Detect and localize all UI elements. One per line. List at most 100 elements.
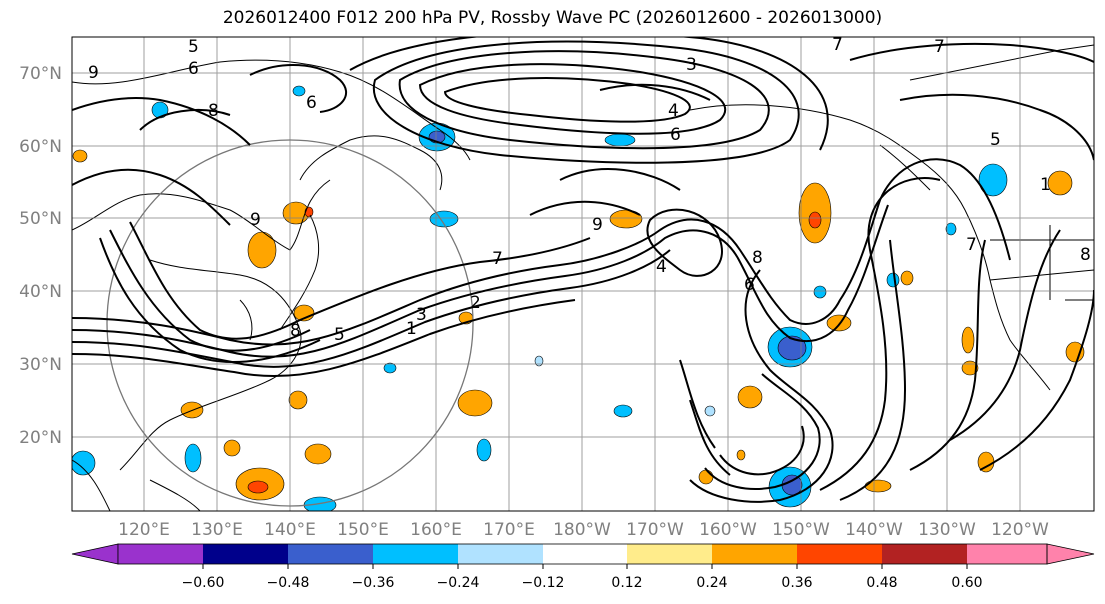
contour-label: 7 — [832, 35, 843, 55]
colorbar-tick-label: −0.24 — [437, 575, 480, 591]
coastlines — [72, 44, 1094, 511]
pc-anomaly-shading — [72, 85, 1085, 511]
contour-label: 3 — [686, 55, 697, 75]
contour-label: 6 — [188, 59, 199, 79]
anomaly-blob — [72, 149, 88, 163]
great-circle — [106, 139, 474, 507]
contour-label: 9 — [250, 210, 261, 230]
anomaly-blob — [288, 390, 308, 410]
lon-label: 160°W — [699, 520, 757, 540]
contour-label: 9 — [592, 215, 603, 235]
colorbar-tick-label: 0.48 — [866, 575, 897, 591]
contour-label: 8 — [208, 101, 219, 121]
contour-label: 6 — [670, 125, 681, 145]
colorbar-tick-label: −0.60 — [182, 575, 225, 591]
contour-label: 4 — [668, 101, 679, 121]
anomaly-blob — [978, 163, 1008, 197]
contour-label: 5 — [334, 325, 345, 345]
anomaly-blob — [304, 443, 332, 465]
colorbar-segment — [797, 544, 882, 564]
colorbar-segment — [203, 544, 288, 564]
contour-label: 3 — [416, 305, 427, 325]
contour-label: 8 — [290, 321, 301, 341]
contour-label: 8 — [752, 248, 763, 268]
anomaly-blob — [808, 211, 822, 229]
latitude-labels: 70°N 60°N 50°N 40°N 30°N 20°N — [19, 64, 62, 448]
colorbar-tick-label: 0.24 — [696, 575, 727, 591]
lat-label: 70°N — [19, 64, 62, 84]
contour-label: 2 — [470, 293, 481, 313]
lon-label: 180°W — [553, 520, 611, 540]
lon-label: 120°E — [118, 520, 170, 540]
anomaly-blob — [247, 231, 277, 269]
anomaly-blob — [737, 385, 763, 409]
anomaly-blob — [704, 405, 716, 417]
anomaly-blob — [781, 474, 803, 496]
anomaly-blob — [383, 362, 397, 374]
contour-label: 6 — [744, 275, 755, 295]
contour-label: 7 — [966, 235, 977, 255]
anomaly-blob — [900, 270, 914, 286]
lon-label: 170°E — [483, 520, 535, 540]
lat-label: 60°N — [19, 137, 62, 157]
colorbar-segment — [627, 544, 712, 564]
longitude-labels: 120°E 130°E 140°E 150°E 160°E 170°E 180°… — [118, 520, 1049, 540]
anomaly-blob — [184, 443, 202, 473]
map-border — [71, 36, 1095, 512]
contour-label: 5 — [990, 130, 1001, 150]
colorbar-segment — [712, 544, 797, 564]
contour-label: 7 — [492, 249, 503, 269]
colorbar-tick-label: 0.60 — [951, 575, 982, 591]
contour-label: 1 — [1040, 175, 1051, 195]
lon-label: 130°E — [191, 520, 243, 540]
colorbar-segment — [118, 544, 203, 564]
colorbar-tick-label: −0.12 — [522, 575, 565, 591]
anomaly-blob — [457, 389, 493, 417]
colorbar-segment — [967, 544, 1047, 564]
lat-label: 30°N — [19, 355, 62, 375]
lon-label: 130°W — [918, 520, 976, 540]
colorbar: −0.60 −0.48 −0.36 −0.24 −0.12 0.12 0.24 … — [71, 543, 1095, 591]
anomaly-blob — [476, 438, 492, 462]
anomaly-blob — [826, 314, 852, 332]
map-title: 2026012400 F012 200 hPa PV, Rossby Wave … — [222, 8, 883, 28]
contour-label: 1 — [406, 319, 417, 339]
lon-label: 140°W — [845, 520, 903, 540]
colorbar-tick-label: −0.36 — [352, 575, 395, 591]
anomaly-blob — [961, 326, 975, 354]
contour-label: 6 — [306, 93, 317, 113]
contour-label: 4 — [656, 257, 667, 277]
colorbar-segment — [288, 544, 373, 564]
contour-label: 8 — [1080, 245, 1091, 265]
contour-labels: 5 6 9 6 8 3 4 6 7 7 5 9 7 4 6 8 7 3 2 1 … — [88, 35, 1091, 345]
pv-contours — [72, 37, 1094, 503]
colorbar-segment — [373, 544, 458, 564]
anomaly-blob — [247, 480, 269, 494]
lon-label: 160°E — [410, 520, 462, 540]
lat-label: 50°N — [19, 209, 62, 229]
lat-label: 40°N — [19, 282, 62, 302]
colorbar-segment — [543, 544, 627, 564]
anomaly-blob — [72, 450, 96, 476]
colorbar-tick-label: −0.48 — [267, 575, 310, 591]
anomaly-blob — [604, 133, 636, 147]
lon-label: 150°E — [337, 520, 389, 540]
colorbar-tick-label: 0.36 — [781, 575, 812, 591]
anomaly-blob — [864, 479, 892, 493]
anomaly-blob — [223, 439, 241, 457]
contour-label: 9 — [88, 63, 99, 83]
lon-label: 150°W — [772, 520, 830, 540]
contour-label: 5 — [188, 37, 199, 57]
lon-label: 120°W — [991, 520, 1049, 540]
contour-label: 7 — [934, 37, 945, 57]
anomaly-blob — [777, 335, 807, 361]
colorbar-tick-label: 0.12 — [611, 575, 642, 591]
anomaly-blob — [886, 272, 900, 288]
anomaly-blob — [813, 285, 827, 299]
colorbar-extend-left — [71, 543, 119, 565]
colorbar-segment — [458, 544, 543, 564]
anomaly-blob — [1047, 170, 1073, 196]
lat-label: 20°N — [19, 428, 62, 448]
anomaly-blob — [698, 469, 714, 485]
